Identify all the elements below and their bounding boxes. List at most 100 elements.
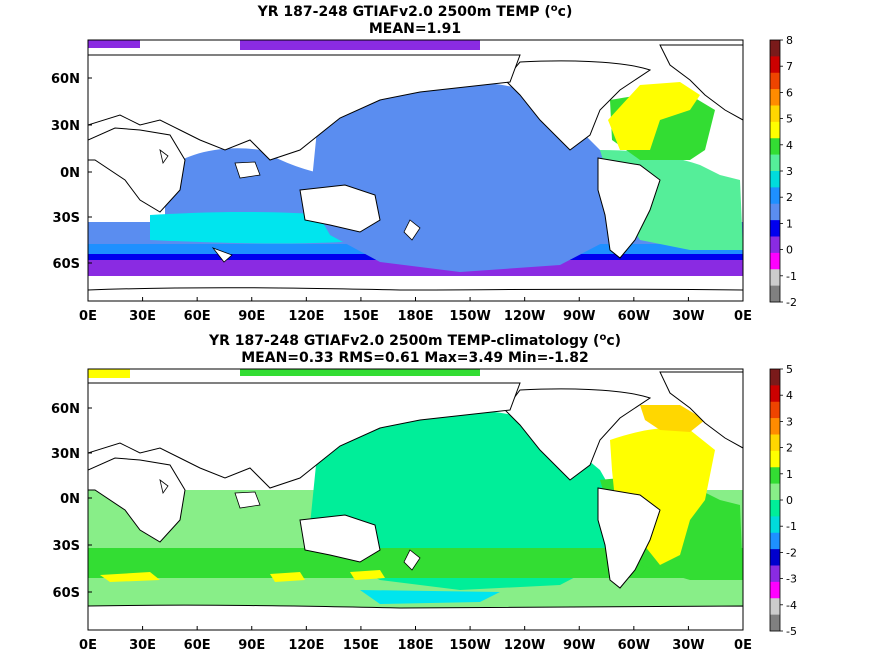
panel1-y-ticks: 60N 30N 0N 30S 60S <box>51 72 92 272</box>
y-tick-label: 60S <box>53 257 80 272</box>
y-tick-label: 0N <box>60 166 80 181</box>
colorbar-label: 2 <box>786 191 793 204</box>
x-tick-label: 180E <box>397 309 433 324</box>
colorbar-swatch <box>770 500 780 517</box>
colorbar-label: -1 <box>786 520 797 533</box>
panel2-subtitle: MEAN=0.33 RMS=0.61 Max=3.49 Min=-1.82 <box>241 350 588 366</box>
colorbar-label: 4 <box>786 139 793 152</box>
x-tick-label: 30E <box>129 638 156 653</box>
land-south-america <box>597 487 661 589</box>
colorbar-swatch <box>770 467 780 484</box>
colorbar-label: 1 <box>786 468 793 481</box>
island <box>211 247 233 263</box>
x-tick-label: 90W <box>563 638 595 653</box>
x-tick-label: 0E <box>79 638 97 653</box>
island <box>234 161 261 179</box>
colorbar-label: 0 <box>786 494 793 507</box>
panel1-x-ticks: 0E 30E 60E 90E 120E 150E 180E 150W 120W 90W 60W 30W… <box>79 297 752 324</box>
colorbar-label: 7 <box>786 60 793 73</box>
colorbar-swatch <box>770 385 780 403</box>
colorbar-swatch <box>770 187 780 205</box>
colorbar-label: -4 <box>786 599 797 612</box>
colorbar-label: 6 <box>786 86 793 99</box>
colorbar-swatch <box>770 40 780 57</box>
island <box>403 549 421 571</box>
island <box>403 219 421 241</box>
colorbar-swatch <box>770 56 780 74</box>
colorbar-label: 1 <box>786 217 793 230</box>
panel-anomaly: YR 187-248 GTIAFv2.0 2500m TEMP-climatol… <box>51 332 797 653</box>
x-tick-label: 0E <box>734 638 752 653</box>
colorbar-label: -2 <box>786 546 797 559</box>
colorbar-label: 0 <box>786 244 793 257</box>
x-tick-label: 150W <box>449 638 490 653</box>
colorbar-swatch <box>770 105 780 123</box>
y-tick-label: 0N <box>60 492 80 507</box>
colorbar-swatch <box>770 89 780 106</box>
x-tick-label: 120E <box>288 309 324 324</box>
panel1-map <box>88 40 743 301</box>
land-greenland <box>659 371 743 449</box>
panel-temperature: YR 187-248 GTIAFv2.0 2500m TEMP (oc) MEA… <box>51 3 797 324</box>
colorbar-label: -3 <box>786 573 797 586</box>
x-tick-label: 0E <box>79 309 97 324</box>
colorbar-label: -5 <box>786 625 797 638</box>
colorbar-label: 4 <box>786 389 793 402</box>
colorbar-swatch <box>770 369 780 386</box>
x-tick-label: 150E <box>343 638 379 653</box>
colorbar-swatch <box>770 138 780 155</box>
field-region <box>350 570 385 580</box>
field-region <box>100 572 160 582</box>
colorbar-swatch <box>770 203 780 221</box>
colorbar-swatch <box>770 72 780 90</box>
colorbar-label: 5 <box>786 363 793 376</box>
island <box>159 149 169 164</box>
field-region <box>310 80 620 272</box>
x-tick-label: 180E <box>397 638 433 653</box>
panel2-x-ticks: 0E 30E 60E 90E 120E 150E 180E 150W 120W 90W 60W 30W… <box>79 626 752 653</box>
colorbar-swatch <box>770 565 780 583</box>
colorbar-swatch <box>770 418 780 435</box>
x-tick-label: 120W <box>504 309 545 324</box>
y-tick-label: 30S <box>53 539 80 554</box>
land-eurasia <box>88 382 521 489</box>
x-tick-label: 90E <box>238 638 265 653</box>
field-band <box>88 260 743 276</box>
field-region <box>310 408 620 590</box>
x-tick-label: 90E <box>238 309 265 324</box>
x-tick-label: 0E <box>734 309 752 324</box>
colorbar-swatch <box>770 549 780 566</box>
field-region <box>640 405 705 432</box>
colorbar-label: 3 <box>786 415 793 428</box>
colorbar-swatch <box>770 220 780 237</box>
colorbar-label: -2 <box>786 296 797 309</box>
y-tick-label: 60N <box>51 72 80 87</box>
colorbar-swatch <box>770 483 780 501</box>
colorbar-label: 2 <box>786 442 793 455</box>
x-tick-label: 90W <box>563 309 595 324</box>
land-greenland <box>659 44 743 121</box>
colorbar-swatch <box>770 121 780 139</box>
x-tick-label: 60E <box>184 309 211 324</box>
field-region <box>88 40 140 48</box>
colorbar-swatch <box>770 252 780 270</box>
colorbar-swatch <box>770 434 780 452</box>
colorbar-swatch <box>770 154 780 172</box>
colorbar-label: 3 <box>786 165 793 178</box>
colorbar-swatch <box>770 516 780 534</box>
island <box>159 479 169 494</box>
colorbar-swatch <box>770 450 780 468</box>
x-tick-label: 120E <box>288 638 324 653</box>
panel2-y-ticks: 60N 30N 0N 30S 60S <box>51 402 92 601</box>
y-tick-label: 30S <box>53 211 80 226</box>
colorbar-swatch <box>770 581 780 599</box>
land-north-america <box>504 60 652 151</box>
x-tick-label: 30W <box>672 309 704 324</box>
y-tick-label: 30N <box>51 119 80 134</box>
land-africa <box>88 457 186 543</box>
x-tick-label: 150W <box>449 309 490 324</box>
panel2-map <box>88 369 743 630</box>
field-region <box>240 369 480 376</box>
field-region <box>270 572 305 582</box>
